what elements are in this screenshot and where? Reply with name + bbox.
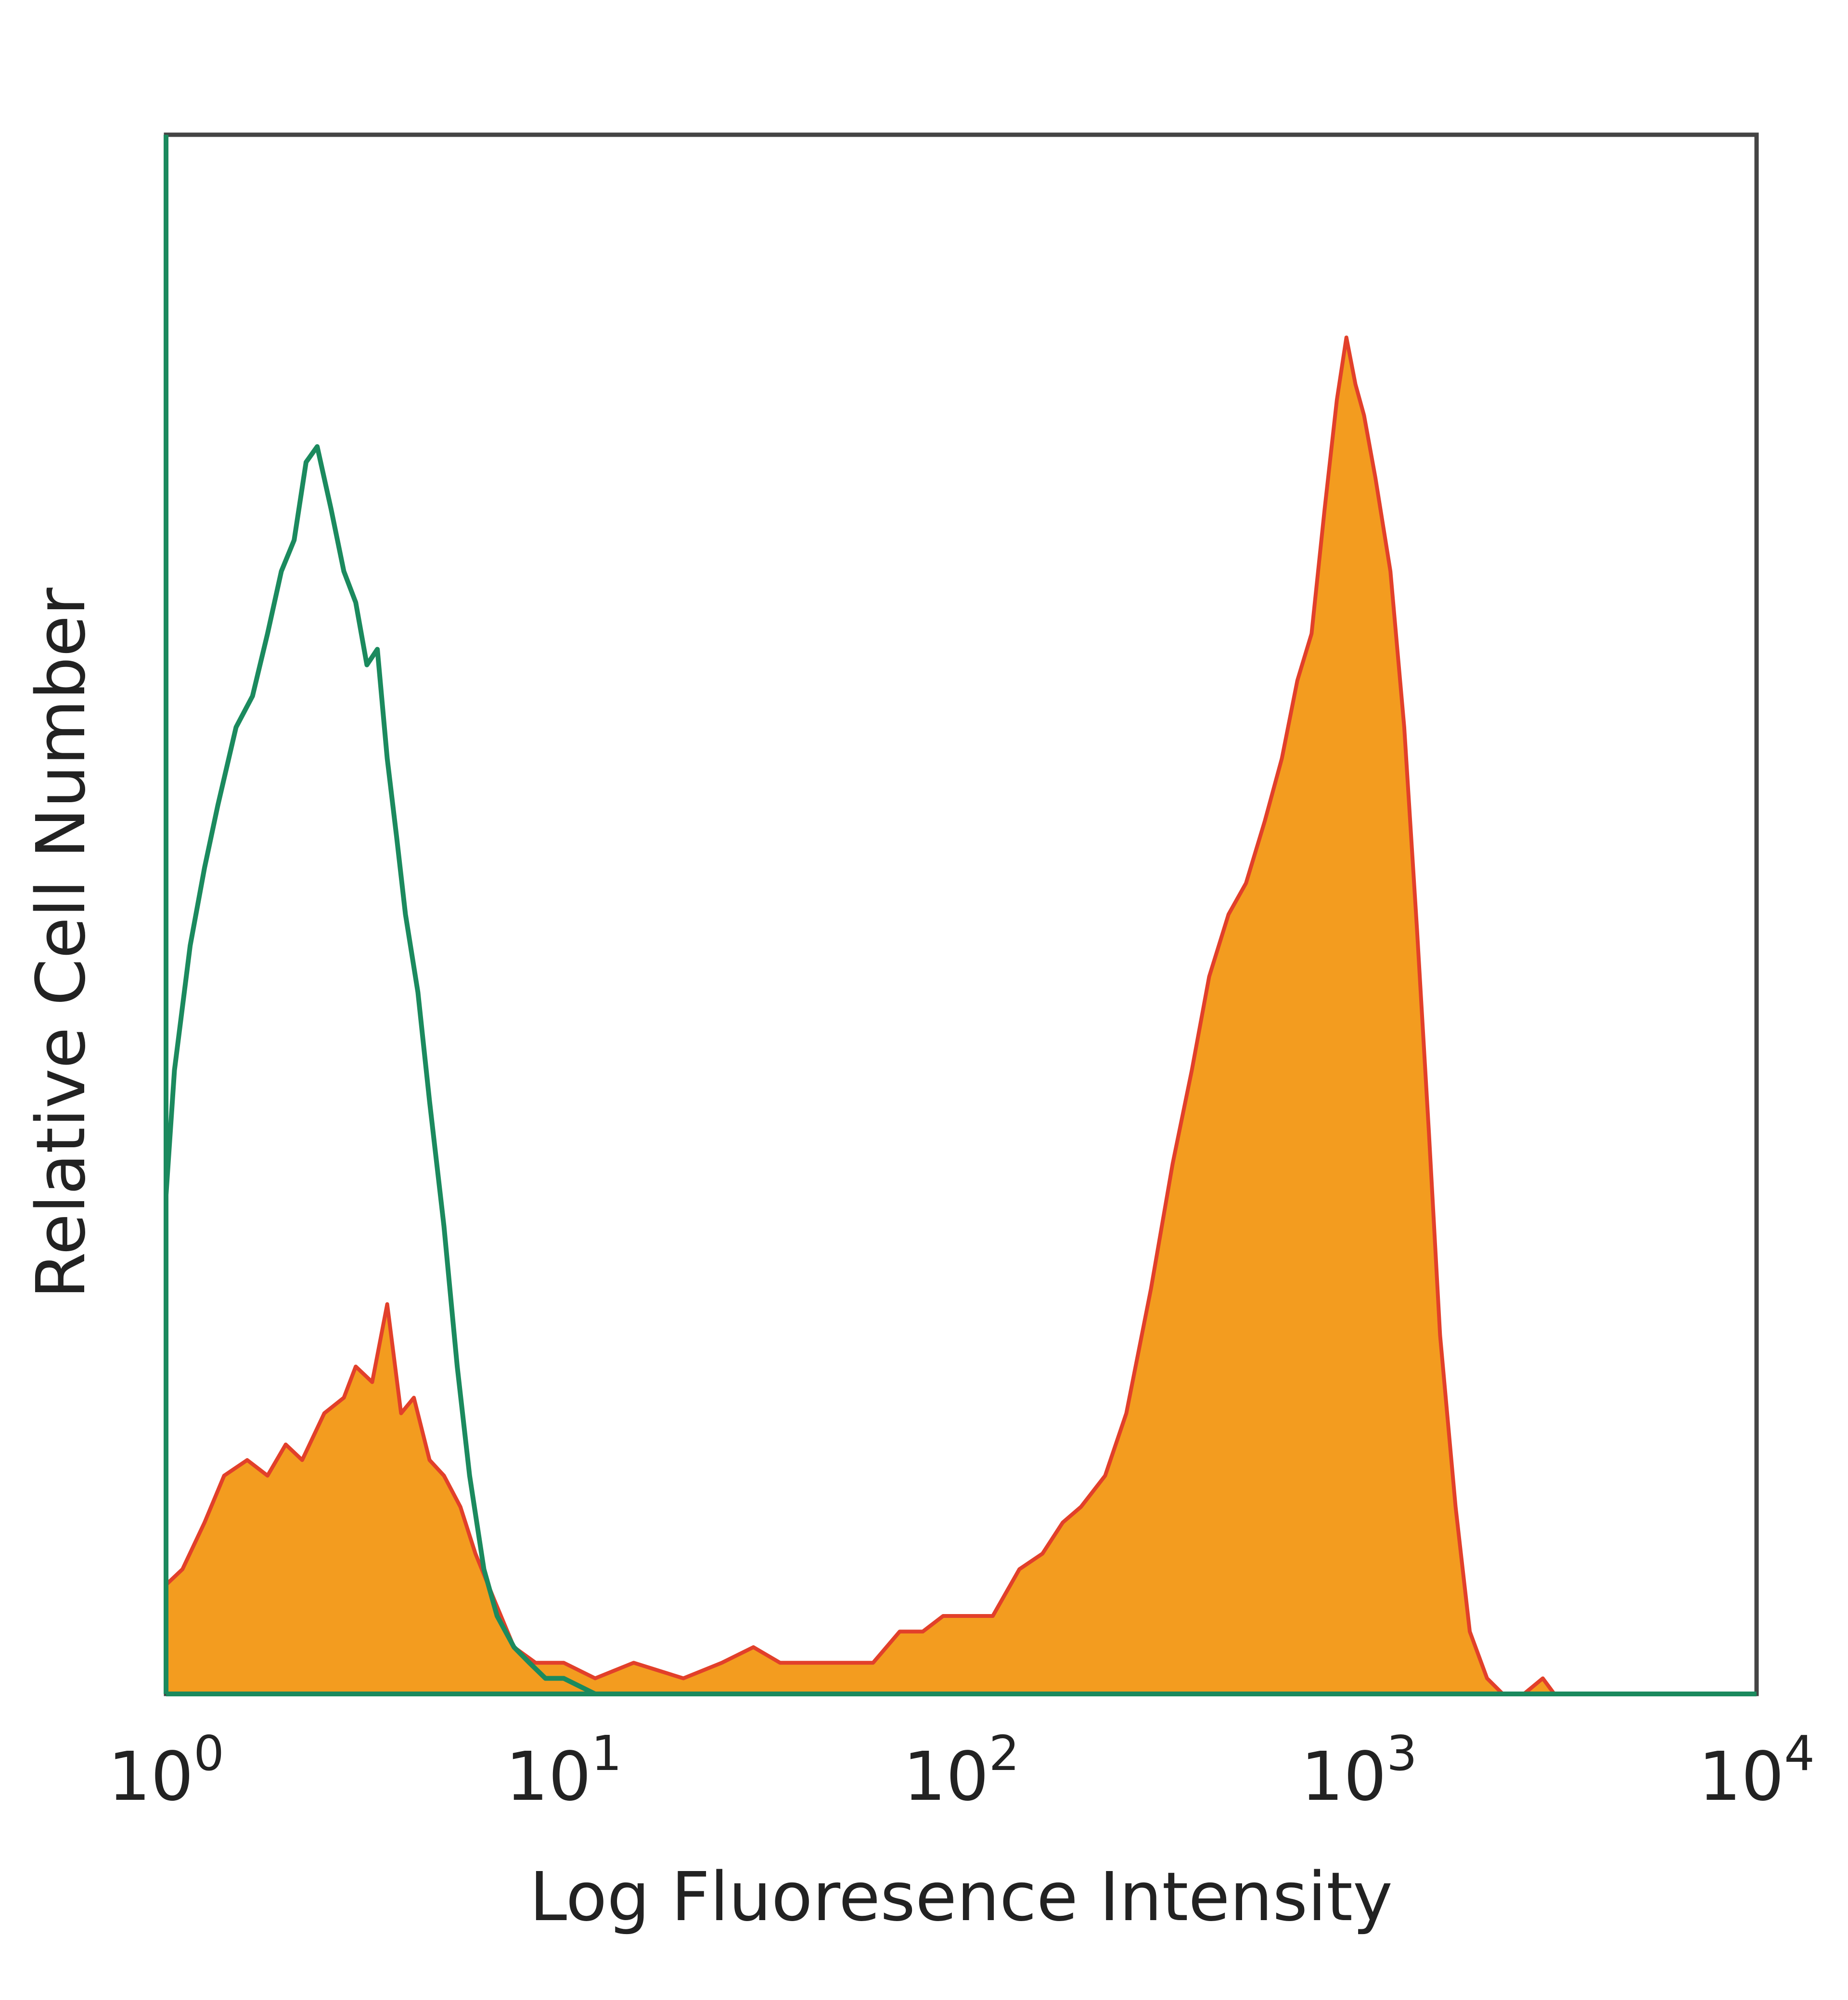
x-tick-labels: 100 101 102 103 104 bbox=[108, 1725, 1815, 1816]
y-axis-label: Relative Cell Number bbox=[22, 588, 101, 1299]
series-0-area bbox=[166, 337, 1554, 1694]
x-tick-label-3: 103 bbox=[1301, 1725, 1417, 1816]
series-layer bbox=[164, 335, 1556, 1696]
x-axis-label: Log Fluoresence Intensity bbox=[529, 1858, 1393, 1936]
series-1-line bbox=[164, 444, 683, 1696]
x-tick-label-1: 101 bbox=[505, 1725, 622, 1816]
plot-area bbox=[166, 135, 1757, 1694]
x-tick-label-0: 100 bbox=[108, 1725, 224, 1816]
series-0-line bbox=[165, 335, 1556, 1696]
x-tick-label-4: 104 bbox=[1698, 1725, 1815, 1816]
x-tick-label-2: 102 bbox=[903, 1725, 1020, 1816]
